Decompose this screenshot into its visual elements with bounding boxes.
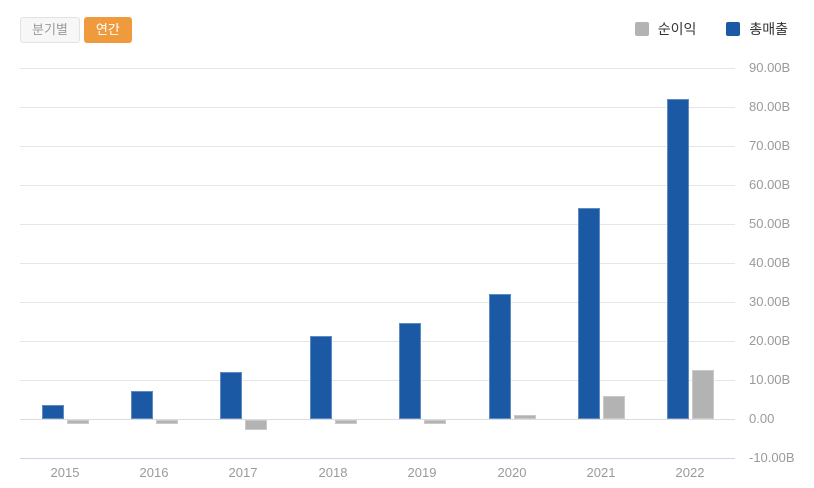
- y-axis-tick-label: 90.00B: [749, 60, 791, 75]
- bar-total-revenue[interactable]: [399, 322, 421, 419]
- bar-net-income[interactable]: [692, 369, 714, 419]
- y-axis-tick-label: 20.00B: [749, 333, 791, 348]
- legend-label-net-income: 순이익: [657, 21, 697, 37]
- x-axis-tick-label: 2018: [318, 465, 348, 480]
- x-axis-tick-label: 2020: [497, 465, 527, 480]
- bar-net-income[interactable]: [67, 420, 89, 425]
- net-income-swatch-icon: [634, 22, 649, 36]
- gridline: [20, 185, 735, 186]
- gridline: [20, 380, 735, 381]
- bar-net-income[interactable]: [245, 420, 267, 430]
- bar-net-income[interactable]: [514, 415, 536, 419]
- x-axis-line: [20, 458, 735, 459]
- y-axis-tick-label: 40.00B: [749, 255, 791, 270]
- gridline: [20, 341, 735, 342]
- x-axis-tick-label: 2015: [50, 465, 80, 480]
- x-axis-tick-label: 2021: [586, 465, 616, 480]
- bar-total-revenue[interactable]: [578, 208, 600, 419]
- gridline: [20, 107, 735, 108]
- gridline: [20, 263, 735, 264]
- y-axis-tick-label: -10.00B: [749, 450, 795, 465]
- y-axis-tick-label: 10.00B: [749, 372, 791, 387]
- bar-total-revenue[interactable]: [131, 390, 153, 419]
- x-axis-tick-label: 2022: [675, 465, 705, 480]
- gridline: [20, 146, 735, 147]
- period-toggle-group: 분기별 연간: [20, 17, 132, 43]
- gridline: [20, 419, 735, 420]
- annual-toggle-button[interactable]: 연간: [83, 17, 132, 43]
- bar-total-revenue[interactable]: [42, 404, 64, 419]
- bar-total-revenue[interactable]: [667, 99, 689, 419]
- y-axis-tick-label: 70.00B: [749, 138, 791, 153]
- bar-net-income[interactable]: [603, 396, 625, 419]
- total-revenue-swatch-icon: [726, 22, 741, 36]
- x-axis-tick-label: 2019: [407, 465, 437, 480]
- y-axis-tick-label: 60.00B: [749, 177, 791, 192]
- x-axis-tick-label: 2017: [228, 465, 258, 480]
- bar-net-income[interactable]: [335, 420, 357, 425]
- y-axis-tick-label: 0.00: [749, 411, 775, 426]
- gridline: [20, 224, 735, 225]
- y-axis-tick-label: 80.00B: [749, 99, 791, 114]
- legend-label-total-revenue: 총매출: [749, 21, 788, 37]
- bar-total-revenue[interactable]: [220, 372, 242, 419]
- legend-item-total-revenue[interactable]: 총매출: [726, 19, 788, 39]
- quarterly-toggle-button[interactable]: 분기별: [20, 17, 80, 43]
- x-axis-tick-label: 2016: [139, 465, 169, 480]
- bar-net-income[interactable]: [156, 420, 178, 425]
- legend: 순이익 총매출: [634, 19, 788, 39]
- bar-net-income[interactable]: [424, 420, 446, 425]
- y-axis-tick-label: 50.00B: [749, 216, 791, 231]
- y-axis-tick-label: 30.00B: [749, 294, 791, 309]
- gridline: [20, 302, 735, 303]
- bar-total-revenue[interactable]: [310, 335, 332, 419]
- bar-total-revenue[interactable]: [489, 294, 511, 419]
- legend-item-net-income[interactable]: 순이익: [634, 19, 697, 39]
- gridline: [20, 68, 735, 69]
